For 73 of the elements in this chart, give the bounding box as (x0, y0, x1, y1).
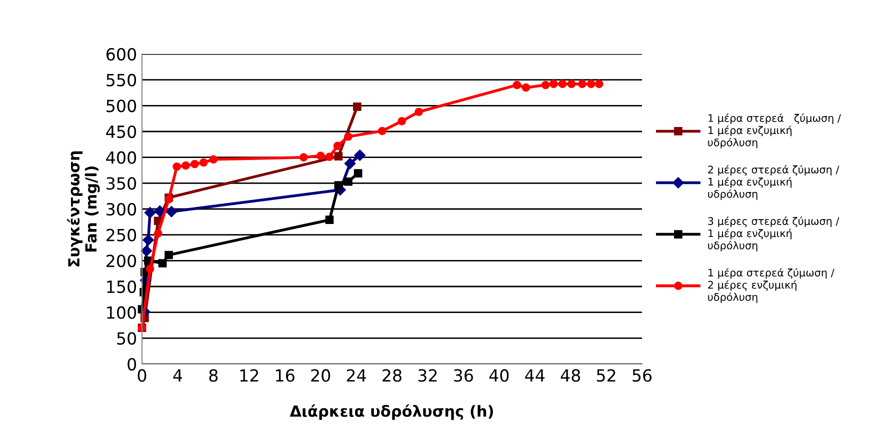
y-tick-label: 150 (107, 280, 136, 294)
point (182, 161, 190, 170)
y-tick-label: 250 (106, 228, 136, 242)
legend-label: 1 μέρα στερεά ζύμωση / 1 μέρα ενζυμική υδρόλυση (708, 113, 841, 148)
x-axis-title: Διάρκεια υδρόλυσης (h) (290, 404, 493, 420)
point (334, 181, 343, 190)
point (549, 80, 558, 88)
y-tick-label: 350 (106, 177, 136, 190)
x-tick-label: 32 (418, 369, 437, 382)
point (154, 229, 162, 238)
x-tick-label: 12 (240, 369, 258, 382)
point (344, 132, 352, 141)
x-tick-label: 16 (276, 369, 294, 382)
point (316, 152, 325, 160)
point (190, 160, 199, 168)
point (344, 158, 356, 170)
x-tick-label: 36 (454, 369, 473, 382)
point (164, 250, 173, 260)
point (378, 126, 386, 136)
legend-label: 3 μέρες στερεά ζύμωση / 1 μέρα ενζυμική υδρόλυση (708, 216, 840, 252)
x-tick-label: 28 (382, 369, 402, 382)
point (522, 83, 530, 92)
y-tick-label: 300 (106, 202, 136, 216)
x-tick-label: 20 (311, 369, 330, 382)
y-axis-title: Συγκέντρωση Fan (mg/l) (67, 151, 100, 266)
y-tick-label: 50 (117, 332, 136, 345)
x-tick-label: 56 (632, 369, 652, 382)
point (166, 206, 178, 218)
point (398, 117, 406, 126)
point (146, 264, 154, 274)
point (567, 80, 576, 88)
point (354, 150, 366, 161)
y-tick-label: 450 (106, 125, 136, 138)
point (209, 155, 218, 164)
x-tick-label: 44 (525, 369, 545, 382)
y-tick-label: 200 (106, 254, 136, 268)
point (578, 80, 586, 88)
point (344, 177, 352, 186)
x-tick-label: 52 (596, 369, 616, 382)
point (594, 80, 604, 88)
point (541, 80, 550, 90)
point (353, 102, 362, 111)
point (140, 245, 152, 256)
point (325, 216, 334, 224)
point (334, 152, 343, 160)
point (414, 108, 423, 116)
y-tick-label: 500 (106, 100, 136, 112)
point (586, 80, 596, 88)
x-tick-label: 4 (173, 369, 182, 382)
x-tick-label: 0 (138, 369, 146, 382)
point (199, 158, 208, 167)
x-tick-label: 40 (489, 369, 509, 382)
legend-label: 2 μέρες στερεά ζύμωση / 1 μέρα ενζυμική υδρόλυση (708, 165, 840, 200)
point (558, 80, 567, 88)
y-tick-label: 550 (106, 74, 136, 86)
point (154, 205, 166, 217)
point (354, 169, 362, 178)
y-tick-label: 400 (106, 151, 136, 164)
point (333, 142, 342, 150)
point (512, 80, 522, 90)
legend-label: 1 μέρα στερεά ζύμωση / 2 μέρες ενζυμική υδρόλυση (708, 268, 834, 303)
y-tick-label: 600 (106, 48, 136, 61)
x-tick-label: 48 (560, 369, 580, 382)
point (172, 162, 181, 171)
point (325, 152, 334, 161)
x-tick-label: 8 (209, 369, 218, 382)
point (158, 259, 167, 268)
point (142, 234, 154, 246)
y-tick-label: 0 (128, 358, 136, 371)
x-tick-label: 24 (346, 369, 366, 382)
y-tick-label: 100 (107, 306, 136, 319)
point (144, 207, 156, 218)
point (299, 153, 308, 162)
